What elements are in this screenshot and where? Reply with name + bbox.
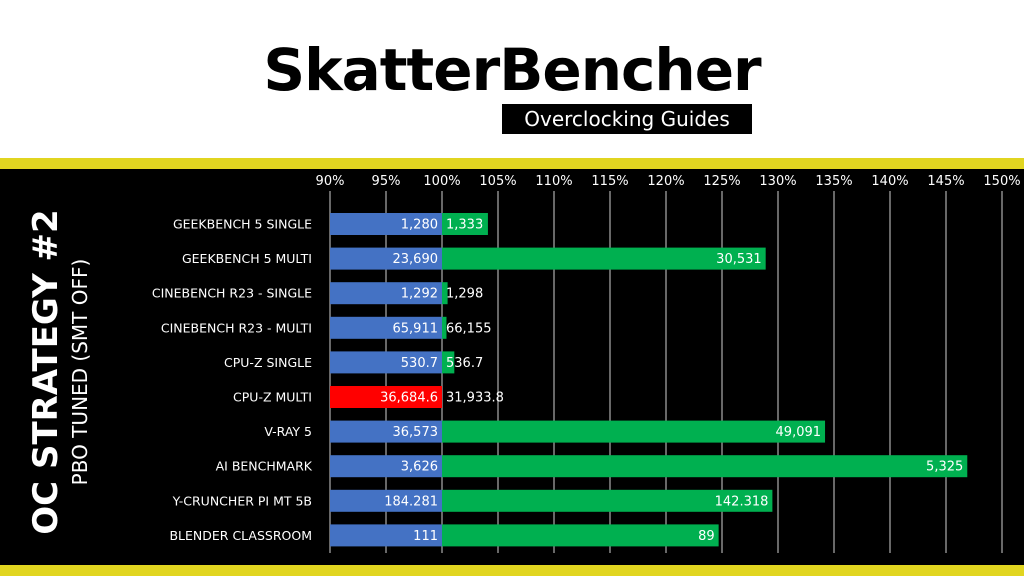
baseline-value-label: 530.7 <box>401 356 438 371</box>
baseline-bar <box>330 524 442 547</box>
result-value-label: 1,333 <box>446 218 483 233</box>
baseline-value-label: 36,684.6 <box>380 391 438 406</box>
x-tick-label: 95% <box>372 174 401 189</box>
x-tick-label: 105% <box>479 174 516 189</box>
result-bar <box>442 351 455 374</box>
result-value-label: 536.7 <box>446 356 483 371</box>
baseline-value-label: 65,911 <box>393 321 439 336</box>
baseline-value-label: 36,573 <box>393 425 439 440</box>
baseline-bar <box>330 420 442 443</box>
result-value-label: 142.318 <box>715 494 769 509</box>
result-bar <box>442 455 968 478</box>
x-tick-label: 150% <box>983 174 1020 189</box>
x-tick-label: 115% <box>591 174 628 189</box>
result-bar <box>442 282 448 305</box>
baseline-bar <box>330 282 442 305</box>
category-label: AI BENCHMARK <box>216 459 313 474</box>
baseline-bar <box>330 455 442 478</box>
category-label: CINEBENCH R23 - MULTI <box>161 320 312 335</box>
x-tick-label: 130% <box>759 174 796 189</box>
category-label: GEEKBENCH 5 SINGLE <box>173 217 312 232</box>
x-tick-label: 125% <box>703 174 740 189</box>
category-label: GEEKBENCH 5 MULTI <box>182 251 312 266</box>
x-tick-label: 135% <box>815 174 852 189</box>
baseline-value-label: 1,280 <box>401 218 438 233</box>
category-label: CPU-Z SINGLE <box>224 355 312 370</box>
bottom-stripe <box>0 565 1024 576</box>
x-tick-label: 145% <box>927 174 964 189</box>
baseline-value-label: 111 <box>413 529 438 544</box>
category-label: V-RAY 5 <box>264 424 312 439</box>
x-tick-label: 110% <box>535 174 572 189</box>
header: SkatterBencher Overclocking Guides <box>0 0 1024 158</box>
bar-chart: 90% 95% 100% 105% 110% 115% 120% 125% 130% 135% 14… <box>152 174 1021 553</box>
result-bar <box>442 213 488 235</box>
baseline-value-label: 184.281 <box>384 494 438 509</box>
x-tick-label: 140% <box>871 174 908 189</box>
result-value-label: 30,531 <box>716 252 762 267</box>
top-stripe <box>0 158 1024 169</box>
category-label: CINEBENCH R23 - SINGLE <box>152 286 312 301</box>
brand-subtitle: Overclocking Guides <box>502 104 752 134</box>
baseline-bar <box>330 351 442 374</box>
result-value-label: 49,091 <box>776 425 822 440</box>
baseline-bar <box>330 247 442 270</box>
result-bar <box>442 420 826 443</box>
result-bar <box>442 489 773 512</box>
result-value-label: 66,155 <box>446 321 492 336</box>
category-label: CPU-Z MULTI <box>233 390 312 405</box>
baseline-bar <box>330 489 442 512</box>
baseline-bar <box>330 386 442 408</box>
baseline-bar <box>330 213 442 235</box>
result-value-label: 89 <box>698 529 715 544</box>
category-label: BLENDER CLASSROOM <box>169 528 312 543</box>
result-value-label: 31,933.8 <box>446 391 504 406</box>
brand-logo: SkatterBencher <box>263 36 761 104</box>
result-bar <box>442 316 447 339</box>
result-bar <box>442 524 719 547</box>
baseline-bar <box>330 316 442 339</box>
result-bar <box>442 247 766 270</box>
x-tick-label: 100% <box>423 174 460 189</box>
result-value-label: 5,325 <box>926 460 963 475</box>
x-tick-label: 120% <box>647 174 684 189</box>
result-value-label: 1,298 <box>446 287 483 302</box>
baseline-value-label: 3,626 <box>401 460 438 475</box>
category-label: Y-CRUNCHER PI MT 5B <box>172 493 312 508</box>
x-tick-label: 90% <box>316 174 345 189</box>
baseline-value-label: 1,292 <box>401 287 438 302</box>
baseline-value-label: 23,690 <box>393 252 439 267</box>
